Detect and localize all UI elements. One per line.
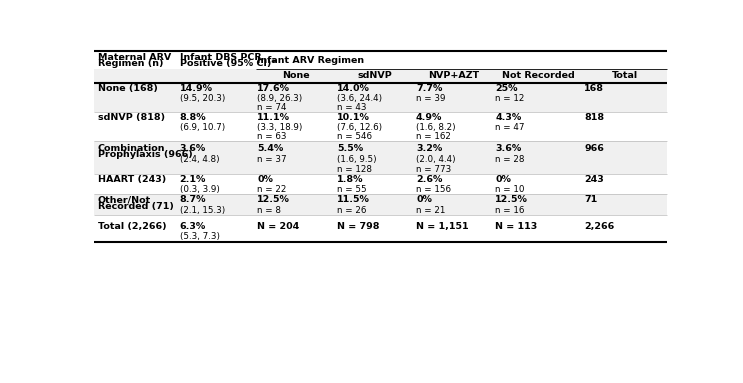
Bar [94, 194, 667, 215]
Text: n = 74: n = 74 [257, 103, 287, 112]
Text: 17.6%: 17.6% [257, 84, 291, 93]
Text: (6.9, 10.7): (6.9, 10.7) [180, 123, 225, 132]
Text: n = 12: n = 12 [495, 94, 525, 103]
Text: N = 204: N = 204 [257, 223, 299, 231]
Text: n = 43: n = 43 [337, 103, 366, 112]
Bar [94, 141, 667, 174]
Text: 2.1%: 2.1% [180, 175, 206, 184]
Text: n = 55: n = 55 [337, 185, 366, 194]
Text: (2.0, 4.4): (2.0, 4.4) [416, 155, 455, 164]
Text: n = 22: n = 22 [257, 185, 287, 194]
Text: n = 26: n = 26 [337, 206, 366, 215]
Bar [94, 221, 667, 241]
Text: n = 21: n = 21 [416, 206, 445, 215]
Text: 2,266: 2,266 [584, 223, 614, 231]
Text: (3.6, 24.4): (3.6, 24.4) [337, 94, 382, 103]
Text: (3.3, 18.9): (3.3, 18.9) [257, 123, 302, 132]
Text: (1.6, 8.2): (1.6, 8.2) [416, 123, 455, 132]
Text: n = 8: n = 8 [257, 206, 281, 215]
Text: None: None [282, 72, 309, 80]
Text: 3.2%: 3.2% [416, 144, 442, 153]
Text: 10.1%: 10.1% [337, 113, 370, 122]
Text: 168: 168 [584, 84, 604, 93]
Text: NVP+AZT: NVP+AZT [429, 72, 479, 80]
Text: n = 39: n = 39 [416, 94, 446, 103]
Text: (9.5, 20.3): (9.5, 20.3) [180, 94, 225, 103]
Text: 243: 243 [584, 175, 604, 184]
Text: Total (2,266): Total (2,266) [97, 223, 166, 231]
Text: (1.6, 9.5): (1.6, 9.5) [337, 155, 377, 164]
Text: N = 113: N = 113 [495, 223, 537, 231]
Text: 2.6%: 2.6% [416, 175, 442, 184]
Text: Maternal ARV: Maternal ARV [97, 53, 171, 62]
Text: 8.8%: 8.8% [180, 113, 207, 122]
Text: (2.4, 4.8): (2.4, 4.8) [180, 155, 219, 164]
Text: n = 37: n = 37 [257, 155, 287, 164]
Text: (2.1, 15.3): (2.1, 15.3) [180, 206, 225, 215]
Text: (0.3, 3.9): (0.3, 3.9) [180, 185, 219, 194]
Text: 3.6%: 3.6% [495, 144, 522, 153]
Text: n = 546: n = 546 [337, 132, 372, 141]
Text: Regimen (n): Regimen (n) [97, 59, 163, 68]
Text: Prophylaxis (966): Prophylaxis (966) [97, 150, 192, 159]
Text: 11.5%: 11.5% [337, 195, 370, 205]
Text: N = 798: N = 798 [337, 223, 380, 231]
Text: 25%: 25% [495, 84, 518, 93]
Text: 4.3%: 4.3% [495, 113, 522, 122]
Text: (8.9, 26.3): (8.9, 26.3) [257, 94, 302, 103]
Text: n = 773: n = 773 [416, 165, 451, 173]
Text: 7.7%: 7.7% [416, 84, 442, 93]
Text: 818: 818 [584, 113, 604, 122]
Text: Not Recorded: Not Recorded [502, 72, 574, 80]
Text: Recorded (71): Recorded (71) [97, 201, 173, 211]
Text: 0%: 0% [416, 195, 432, 205]
Text: 14.0%: 14.0% [337, 84, 370, 93]
Text: 3.6%: 3.6% [180, 144, 206, 153]
Text: n = 10: n = 10 [495, 185, 525, 194]
Text: n = 16: n = 16 [495, 206, 525, 215]
Text: 11.1%: 11.1% [257, 113, 291, 122]
Text: (7.6, 12.6): (7.6, 12.6) [337, 123, 382, 132]
Text: 4.9%: 4.9% [416, 113, 442, 122]
Text: Infant ARV Regimen: Infant ARV Regimen [257, 56, 364, 65]
Text: 14.9%: 14.9% [180, 84, 212, 93]
Text: 5.5%: 5.5% [337, 144, 363, 153]
Text: sdNVP: sdNVP [357, 72, 392, 80]
Text: n = 128: n = 128 [337, 165, 372, 173]
Text: N = 1,151: N = 1,151 [416, 223, 469, 231]
Text: Other/Not: Other/Not [97, 195, 151, 205]
Text: n = 63: n = 63 [257, 132, 287, 141]
Bar [94, 52, 667, 69]
Text: 12.5%: 12.5% [257, 195, 290, 205]
Text: Positive (95% CI)*: Positive (95% CI)* [180, 59, 276, 68]
Text: 1.8%: 1.8% [337, 175, 363, 184]
Text: Combination: Combination [97, 144, 165, 153]
Text: n = 47: n = 47 [495, 123, 525, 132]
Text: Total: Total [611, 72, 638, 80]
Bar [94, 83, 667, 112]
Bar [94, 69, 667, 83]
Text: (5.3, 7.3): (5.3, 7.3) [180, 232, 220, 241]
Text: sdNVP (818): sdNVP (818) [97, 113, 165, 122]
Text: n = 156: n = 156 [416, 185, 451, 194]
Text: n = 28: n = 28 [495, 155, 525, 164]
Bar [94, 174, 667, 194]
Bar [94, 51, 667, 242]
Text: 6.3%: 6.3% [180, 223, 206, 231]
Text: 0%: 0% [257, 175, 273, 184]
Text: n = 162: n = 162 [416, 132, 451, 141]
Text: 5.4%: 5.4% [257, 144, 283, 153]
Text: 8.7%: 8.7% [180, 195, 206, 205]
Text: 71: 71 [584, 195, 597, 205]
Text: 0%: 0% [495, 175, 511, 184]
Text: 966: 966 [584, 144, 604, 153]
Text: Infant DBS PCR: Infant DBS PCR [180, 53, 262, 62]
Bar [94, 112, 667, 141]
Text: HAART (243): HAART (243) [97, 175, 166, 184]
Text: None (168): None (168) [97, 84, 158, 93]
Text: 12.5%: 12.5% [495, 195, 528, 205]
